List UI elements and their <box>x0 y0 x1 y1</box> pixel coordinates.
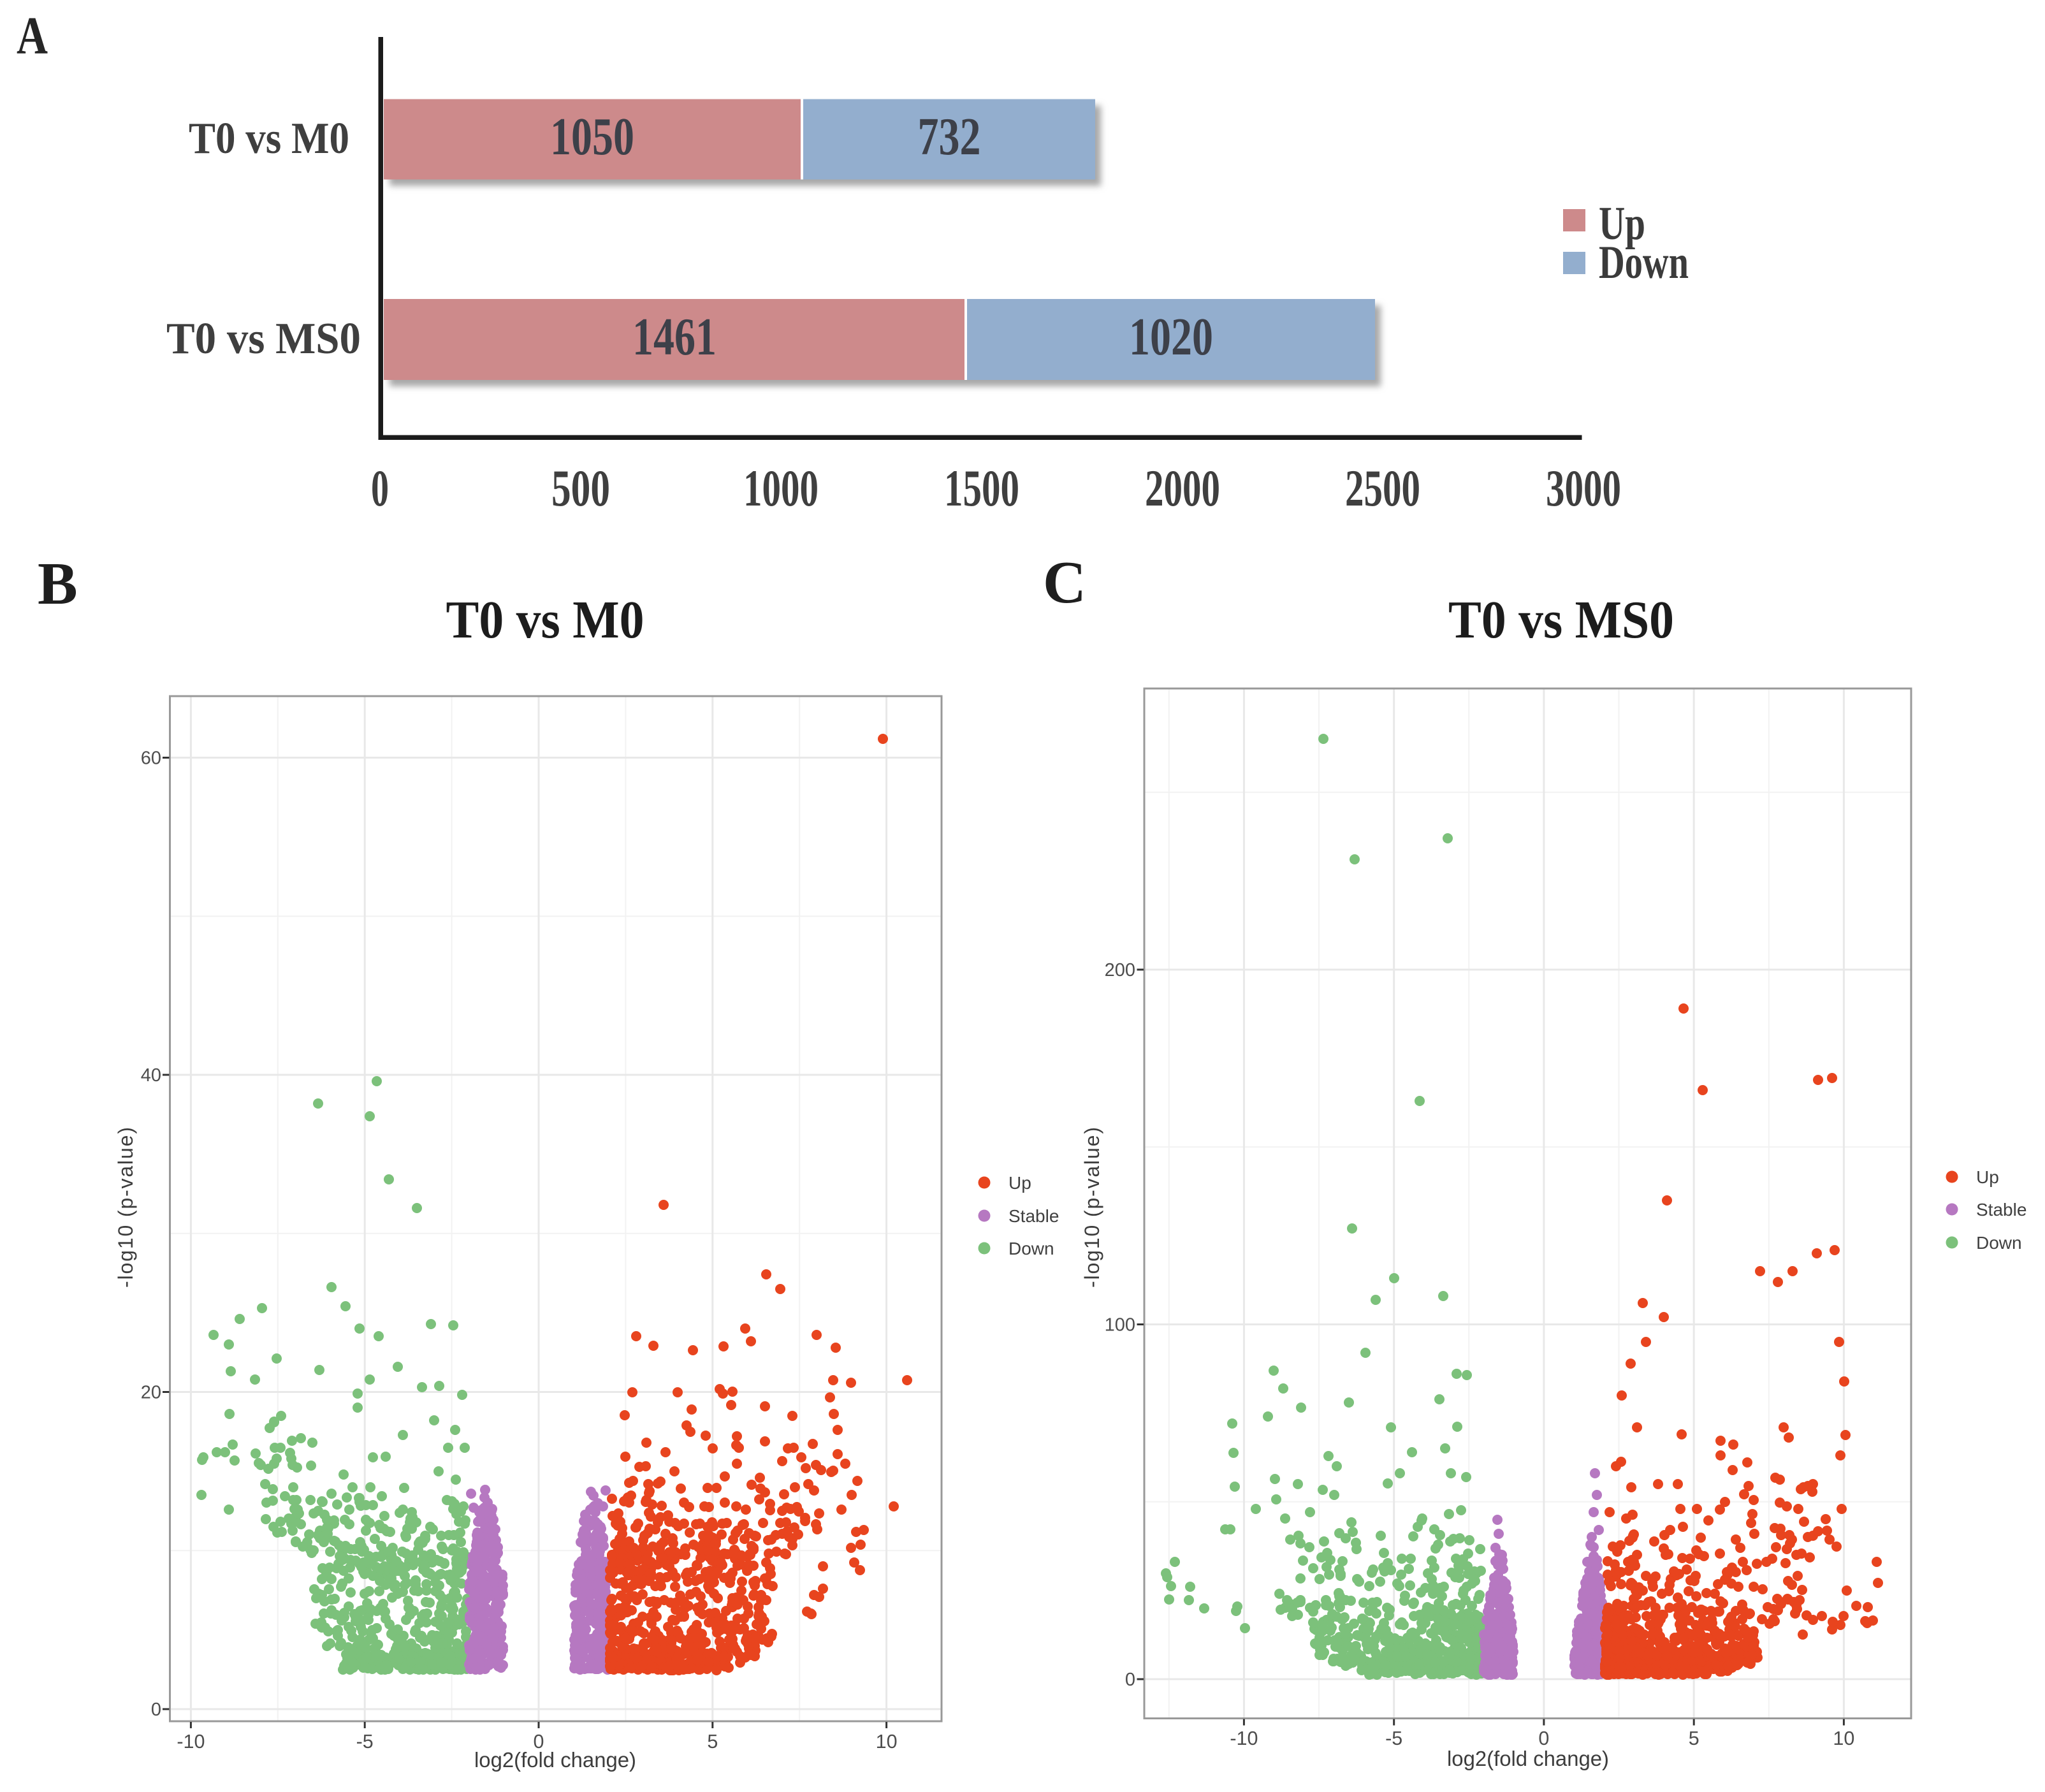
svg-text:B: B <box>38 551 78 617</box>
svg-text:5: 5 <box>707 1731 718 1752</box>
svg-text:1461: 1461 <box>632 307 717 367</box>
svg-text:Stable: Stable <box>1976 1200 2027 1220</box>
svg-text:0: 0 <box>534 1731 544 1752</box>
svg-text:Up: Up <box>1976 1167 1999 1187</box>
svg-text:0: 0 <box>1125 1670 1135 1690</box>
svg-text:log2(fold change): log2(fold change) <box>1447 1747 1609 1770</box>
svg-text:C: C <box>1043 550 1086 616</box>
svg-text:0: 0 <box>371 459 389 517</box>
svg-text:T0 vs MS0: T0 vs MS0 <box>1448 590 1674 650</box>
svg-text:log2(fold change): log2(fold change) <box>474 1748 636 1772</box>
svg-text:3000: 3000 <box>1546 459 1621 517</box>
svg-text:-5: -5 <box>356 1731 374 1752</box>
svg-text:Down: Down <box>1599 237 1689 289</box>
svg-text:732: 732 <box>918 107 981 166</box>
svg-text:-log10 (p-value): -log10 (p-value) <box>114 1127 137 1288</box>
svg-text:100: 100 <box>1105 1315 1135 1336</box>
svg-text:-5: -5 <box>1385 1728 1402 1749</box>
svg-text:T0 vs M0: T0 vs M0 <box>189 114 349 163</box>
svg-text:200: 200 <box>1105 960 1135 980</box>
svg-text:20: 20 <box>141 1383 161 1403</box>
svg-text:2000: 2000 <box>1145 459 1220 517</box>
svg-text:A: A <box>17 6 48 66</box>
svg-text:1050: 1050 <box>550 107 634 166</box>
svg-text:Down: Down <box>1008 1239 1054 1258</box>
svg-text:T0 vs MS0: T0 vs MS0 <box>166 314 361 363</box>
svg-text:10: 10 <box>876 1731 898 1752</box>
svg-text:1020: 1020 <box>1129 307 1213 367</box>
svg-text:500: 500 <box>551 459 610 517</box>
svg-text:2500: 2500 <box>1345 459 1420 517</box>
svg-text:1500: 1500 <box>944 459 1019 517</box>
svg-text:Up: Up <box>1599 198 1645 250</box>
svg-text:0: 0 <box>1538 1728 1549 1749</box>
svg-text:-10: -10 <box>1230 1728 1258 1749</box>
svg-text:60: 60 <box>141 748 161 769</box>
svg-text:Down: Down <box>1976 1233 2022 1253</box>
svg-text:5: 5 <box>1689 1728 1699 1749</box>
svg-text:1000: 1000 <box>743 459 819 517</box>
svg-text:40: 40 <box>141 1065 161 1086</box>
svg-text:-10: -10 <box>177 1731 205 1752</box>
svg-text:10: 10 <box>1833 1728 1854 1749</box>
svg-text:0: 0 <box>151 1700 161 1720</box>
svg-text:Stable: Stable <box>1008 1206 1059 1226</box>
svg-text:-log10 (p-value): -log10 (p-value) <box>1081 1127 1103 1288</box>
svg-text:T0 vs M0: T0 vs M0 <box>446 590 644 650</box>
svg-text:Up: Up <box>1008 1173 1031 1193</box>
